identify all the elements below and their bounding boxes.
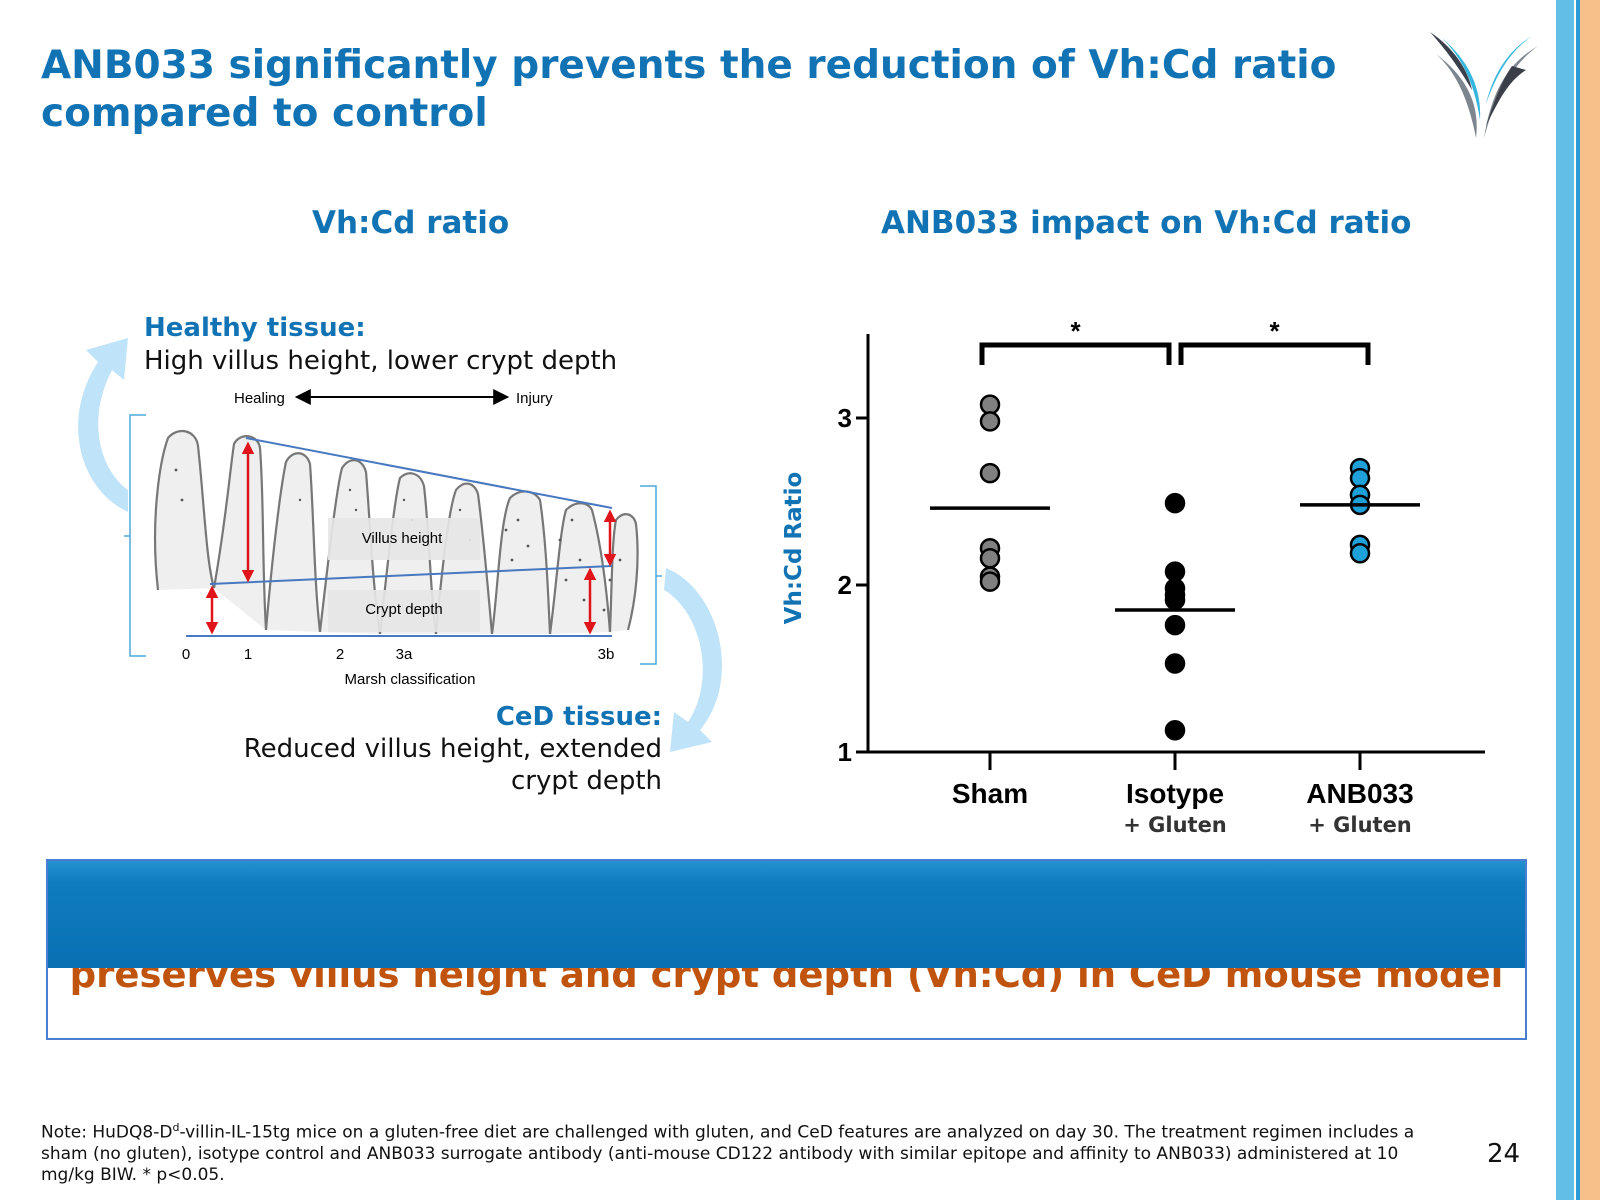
x-category-sublabel-anb033: + Gluten bbox=[1308, 813, 1412, 837]
ced-description-line-1: Reduced villus height, extended bbox=[243, 734, 662, 764]
data-point-2-1 bbox=[1349, 467, 1371, 489]
footnote: Note: HuDQ8-Dd-villin-IL-15tg mice on a … bbox=[41, 1117, 1431, 1186]
y-tick-label-2: 2 bbox=[838, 570, 852, 600]
x-category-label-isotype: Isotype bbox=[1126, 778, 1224, 809]
data-point-1-7 bbox=[1164, 720, 1186, 741]
x-category-label-anb033: ANB033 bbox=[1306, 778, 1413, 809]
left-panel-title: Vh:Cd ratio bbox=[312, 205, 510, 241]
ced-description: Reduced villus height, extended crypt de… bbox=[200, 733, 662, 797]
right-panel-title: ANB033 impact on Vh:Cd ratio bbox=[881, 205, 1412, 241]
stage-label-3b: 3b bbox=[598, 646, 615, 663]
data-point-2-5 bbox=[1349, 543, 1371, 564]
left-bracket bbox=[124, 414, 146, 657]
page-number: 24 bbox=[1487, 1139, 1521, 1169]
data-point-0-4 bbox=[979, 548, 1001, 569]
y-tick-label-1: 1 bbox=[838, 737, 852, 767]
side-stripe-gap bbox=[1574, 0, 1576, 1200]
villus-height-label: Villus height bbox=[362, 530, 443, 547]
healing-curved-arrow bbox=[78, 338, 128, 512]
stage-label-1: 1 bbox=[244, 646, 252, 663]
y-axis-title: Vh:Cd Ratio bbox=[781, 472, 807, 625]
data-point-1-0 bbox=[1164, 492, 1186, 514]
footnote-superscript: d bbox=[172, 1121, 180, 1134]
significance-bracket-1 bbox=[1178, 342, 1371, 365]
y-tick-label-3: 3 bbox=[838, 403, 852, 433]
x-category-label-sham: Sham bbox=[952, 778, 1028, 809]
injury-curved-arrow bbox=[664, 568, 722, 752]
injury-label: Injury bbox=[516, 390, 553, 407]
footnote-prefix: Note: HuDQ8-D bbox=[41, 1122, 173, 1143]
data-point-0-0 bbox=[979, 394, 1001, 415]
healthy-description: High villus height, lower crypt depth bbox=[144, 346, 618, 376]
right-bracket bbox=[640, 485, 662, 665]
significance-star-1: * bbox=[1269, 316, 1280, 346]
slide-title: ANB033 significantly prevents the reduct… bbox=[41, 43, 1337, 136]
data-point-0-2 bbox=[979, 462, 1001, 484]
banner-bar bbox=[48, 861, 1525, 968]
data-point-1-1 bbox=[1164, 561, 1186, 582]
healing-label: Healing bbox=[234, 390, 285, 407]
stage-label-3a: 3a bbox=[396, 646, 413, 663]
side-stripe-light bbox=[1556, 0, 1574, 1200]
key-message-banner: preserves villus height and crypt depth … bbox=[46, 859, 1527, 1040]
data-point-1-6 bbox=[1164, 653, 1186, 674]
footnote-body: -villin-IL-15tg mice on a gluten-free di… bbox=[41, 1122, 1415, 1185]
data-point-0-1 bbox=[979, 411, 1001, 432]
company-logo bbox=[1430, 32, 1538, 138]
marsh-classification-diagram: Healing Injury Villus height Crypt depth… bbox=[78, 338, 722, 752]
data-point-0-6 bbox=[979, 571, 1001, 592]
marsh-axis-title: Marsh classification bbox=[345, 671, 476, 688]
healthy-heading: Healthy tissue: bbox=[144, 313, 366, 343]
crypt-depth-label: Crypt depth bbox=[365, 601, 443, 618]
vhcd-scatter-chart: 1 2 3 Vh:Cd Ratio Sham Isotype + Gluten ANB033 +… bbox=[781, 316, 1485, 837]
ced-description-line-2: crypt depth bbox=[510, 766, 662, 796]
significance-star-0: * bbox=[1070, 316, 1081, 346]
side-stripe-orange bbox=[1580, 0, 1600, 1200]
significance-bracket-0 bbox=[979, 342, 1172, 365]
data-point-1-4 bbox=[1164, 589, 1186, 611]
stage-label-0: 0 bbox=[182, 646, 190, 663]
side-stripe-dark bbox=[1576, 0, 1580, 1200]
ced-heading: CeD tissue: bbox=[495, 702, 662, 732]
x-category-sublabel-isotype: + Gluten bbox=[1123, 813, 1227, 837]
stage-label-2: 2 bbox=[336, 646, 344, 663]
data-point-1-5 bbox=[1164, 614, 1186, 636]
